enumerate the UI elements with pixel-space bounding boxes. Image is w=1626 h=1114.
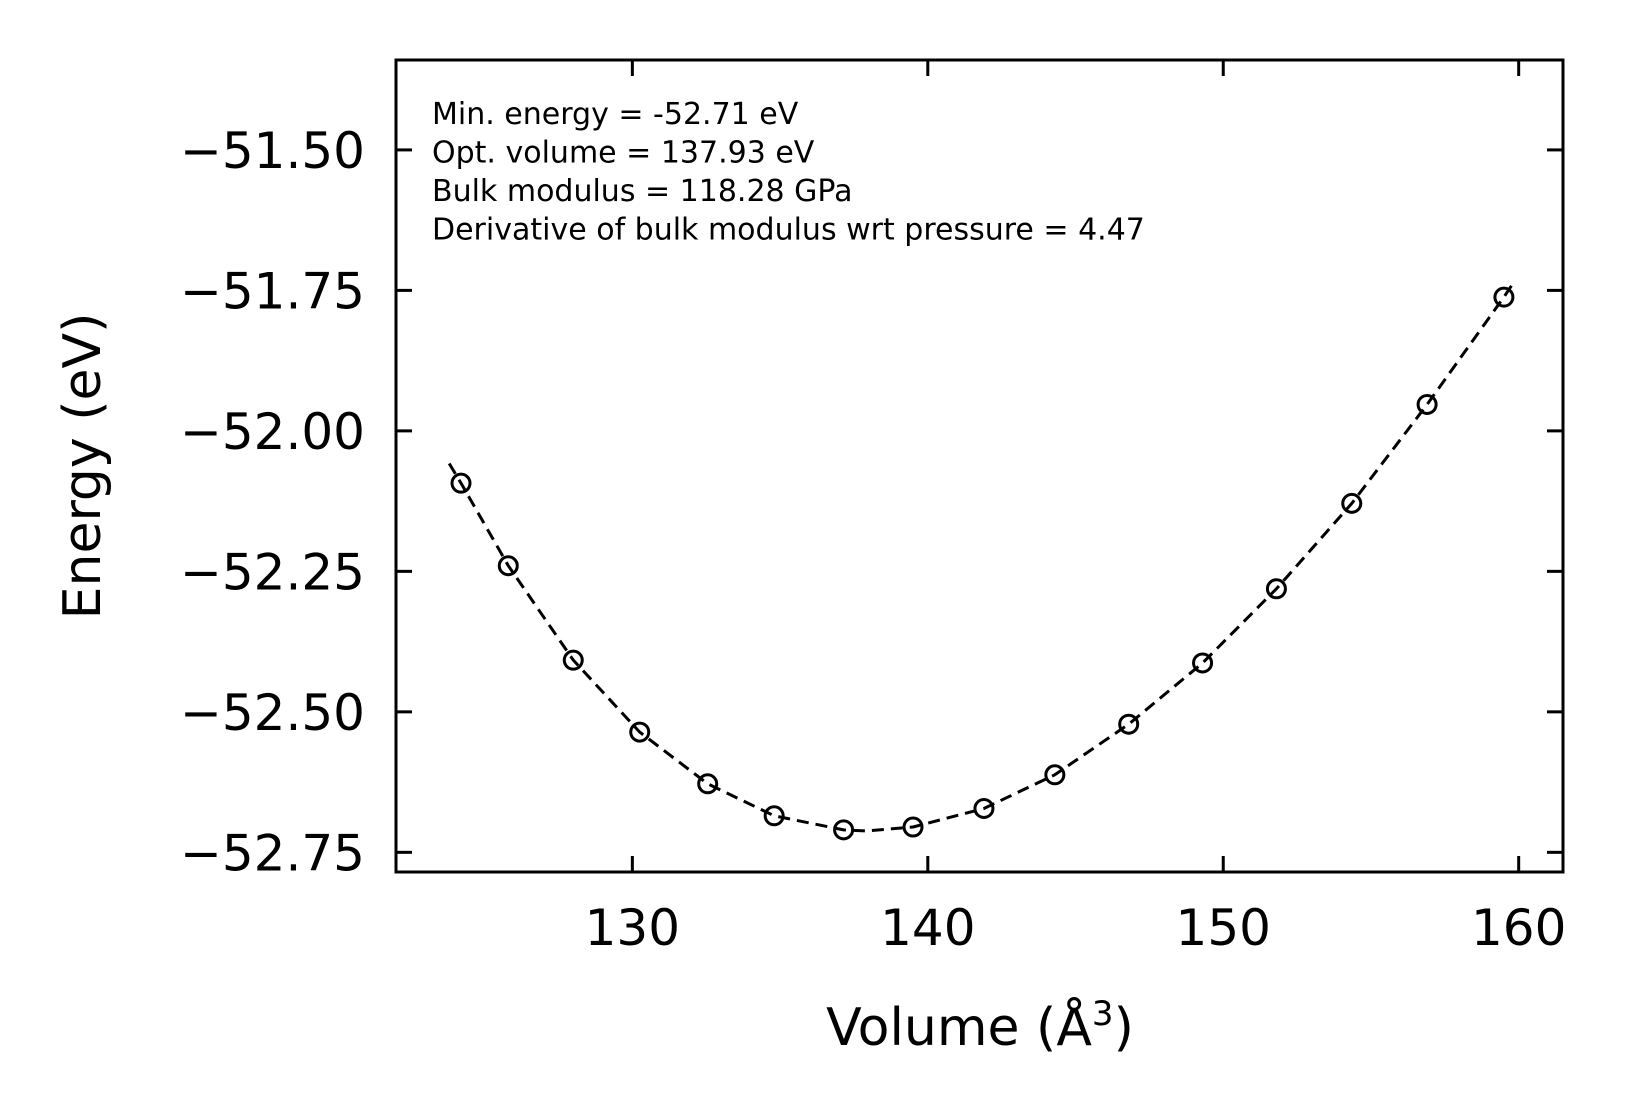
y-tick-label: −51.50: [180, 122, 365, 180]
x-tick-label: 140: [880, 899, 975, 957]
y-tick-label: −52.00: [180, 403, 365, 461]
data-point: [1265, 578, 1287, 600]
data-point: [562, 649, 584, 671]
data-point: [833, 819, 855, 841]
data-point: [497, 555, 519, 577]
data-point: [450, 472, 472, 494]
data-point: [1118, 713, 1140, 735]
plot-layer: [447, 282, 1515, 841]
data-point: [1341, 492, 1363, 514]
annotation-line: Min. energy = -52.71 eV: [432, 97, 799, 132]
x-axis-label-suffix: ): [1114, 998, 1134, 1058]
annotation-line: Derivative of bulk modulus wrt pressure …: [432, 213, 1145, 248]
plot-frame: [394, 58, 1565, 874]
data-point: [973, 798, 995, 820]
y-tick-label: −52.50: [180, 684, 365, 742]
x-axis-label-main: Volume (Å: [826, 996, 1092, 1058]
data-point: [1044, 764, 1066, 786]
y-tick-label: −52.25: [180, 543, 365, 601]
x-axis-label-superscript: 3: [1092, 994, 1114, 1034]
data-point: [763, 805, 785, 827]
fit-curve: [447, 282, 1515, 833]
annotation-line: Opt. volume = 137.93 eV: [432, 136, 815, 171]
ticks-layer: 130 140 150 160 −51.50 −51.75 −52.00 −52.25 −52.…: [180, 60, 1566, 957]
y-tick-label: −51.75: [180, 262, 365, 320]
y-tick-label: −52.75: [180, 824, 365, 882]
data-point: [902, 816, 924, 838]
data-point: [1493, 286, 1515, 308]
x-tick-label: 160: [1471, 899, 1566, 957]
x-tick-label: 150: [1176, 899, 1271, 957]
data-point: [629, 721, 651, 743]
annotation-line: Bulk modulus = 118.28 GPa: [432, 174, 853, 209]
x-tick-label: 130: [585, 899, 680, 957]
x-axis-label: Volume (Å3): [826, 994, 1134, 1058]
annotation-box: Min. energy = -52.71 eV Opt. volume = 137…: [432, 97, 1145, 248]
data-point: [1416, 393, 1438, 415]
y-axis-label: Energy (eV): [53, 313, 113, 620]
data-point: [1192, 652, 1214, 674]
data-point: [697, 773, 719, 795]
